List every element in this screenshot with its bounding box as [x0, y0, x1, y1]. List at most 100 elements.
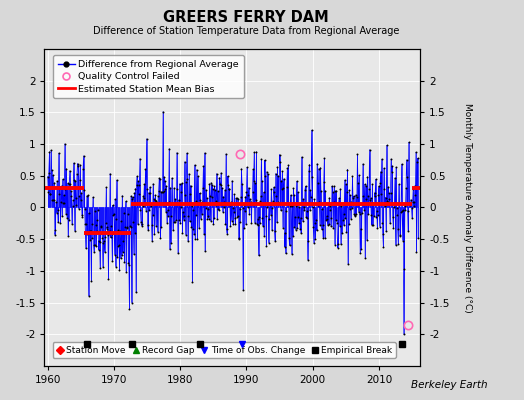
- Point: [90, 242, 98, 248]
- Point: [333, 220, 341, 226]
- Point: [272, 193, 280, 200]
- Point: [112, 216, 121, 222]
- Point: [243, 164, 251, 170]
- Point: [272, 219, 281, 226]
- Point: [358, 210, 366, 216]
- Point: [177, 189, 185, 195]
- Point: [220, 204, 228, 211]
- Point: [111, 196, 119, 202]
- Point: [84, 293, 93, 299]
- Point: [407, 196, 415, 203]
- Point: [232, 195, 241, 202]
- Point: [76, 162, 84, 168]
- Point: [260, 157, 269, 163]
- Point: [157, 189, 166, 195]
- Point: [192, 198, 200, 204]
- Point: [143, 136, 151, 142]
- Point: [409, 186, 418, 192]
- Point: [228, 205, 237, 211]
- Point: [265, 216, 274, 222]
- Point: [337, 203, 346, 209]
- Point: [317, 188, 325, 194]
- Point: [267, 186, 276, 192]
- Point: [381, 202, 389, 209]
- Point: [336, 186, 344, 192]
- Point: [184, 238, 192, 244]
- Point: [131, 230, 139, 236]
- Point: [355, 211, 364, 217]
- Point: [379, 244, 388, 250]
- Point: [215, 206, 223, 213]
- Point: [316, 164, 325, 171]
- Point: [233, 212, 242, 219]
- Point: [209, 221, 217, 228]
- Point: [395, 199, 403, 206]
- Point: [71, 228, 79, 234]
- Point: [156, 176, 164, 182]
- Point: [285, 234, 293, 241]
- Point: [274, 198, 282, 205]
- Point: [346, 216, 355, 222]
- Point: [133, 173, 141, 180]
- Point: [50, 180, 59, 186]
- Point: [158, 189, 166, 195]
- Point: [375, 183, 383, 189]
- Point: [403, 174, 411, 180]
- Point: [134, 178, 143, 184]
- Point: [281, 230, 289, 236]
- Point: [242, 221, 250, 228]
- Point: [115, 267, 124, 273]
- Point: [230, 191, 238, 198]
- Point: [387, 156, 395, 162]
- Point: [286, 202, 294, 209]
- Point: [385, 196, 394, 202]
- Point: [350, 211, 358, 218]
- Point: [377, 156, 386, 162]
- Point: [368, 181, 377, 188]
- Point: [293, 189, 302, 195]
- Point: [61, 186, 70, 192]
- Point: [49, 196, 58, 203]
- Point: [408, 198, 417, 205]
- Point: [226, 223, 235, 229]
- Point: [297, 230, 305, 236]
- Point: [201, 205, 210, 211]
- Point: [92, 242, 101, 249]
- Point: [48, 196, 56, 203]
- Point: [302, 214, 310, 220]
- Point: [363, 237, 371, 243]
- Point: [313, 160, 321, 167]
- Point: [66, 168, 74, 174]
- Point: [83, 192, 91, 199]
- Point: [187, 224, 195, 230]
- Point: [113, 254, 122, 260]
- Point: [179, 209, 187, 216]
- Point: [269, 198, 277, 205]
- Point: [126, 224, 135, 230]
- Point: [116, 255, 125, 262]
- Legend: Station Move, Record Gap, Time of Obs. Change, Empirical Break: Station Move, Record Gap, Time of Obs. C…: [53, 342, 396, 358]
- Point: [57, 182, 66, 189]
- Point: [74, 163, 82, 169]
- Point: [385, 190, 393, 196]
- Point: [247, 220, 256, 226]
- Point: [358, 201, 367, 207]
- Point: [322, 217, 330, 223]
- Point: [281, 250, 290, 257]
- Point: [173, 186, 182, 192]
- Point: [138, 221, 146, 227]
- Point: [231, 221, 239, 227]
- Point: [346, 192, 354, 198]
- Point: [233, 213, 241, 220]
- Point: [401, 207, 410, 213]
- Point: [287, 202, 296, 208]
- Point: [195, 225, 203, 231]
- Point: [211, 186, 219, 193]
- Point: [65, 180, 73, 187]
- Point: [254, 216, 262, 222]
- Point: [97, 230, 106, 236]
- Point: [307, 194, 315, 200]
- Point: [334, 200, 343, 206]
- Point: [124, 260, 133, 266]
- Point: [222, 225, 231, 232]
